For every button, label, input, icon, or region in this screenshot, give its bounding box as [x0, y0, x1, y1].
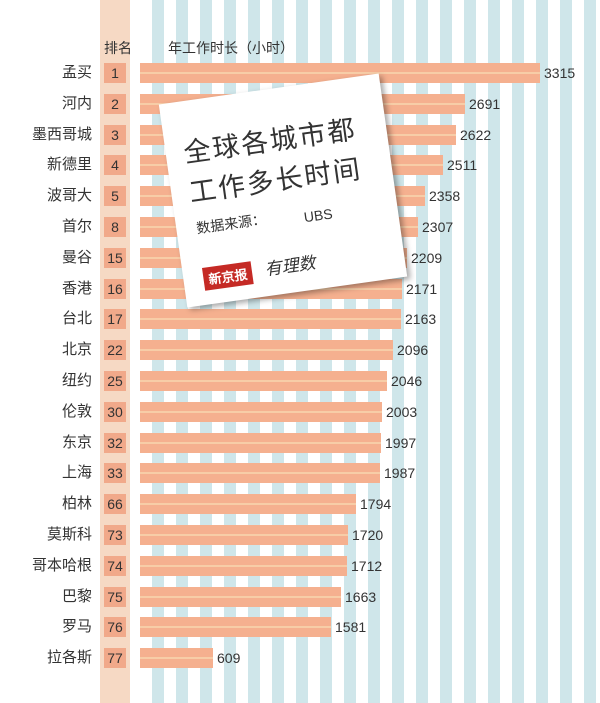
value-label: 609 [217, 650, 241, 666]
value-label: 2003 [386, 404, 418, 420]
background-stripe [512, 0, 524, 703]
value-label: 2358 [429, 188, 461, 204]
category-label: 伦敦 [61, 403, 92, 420]
category-label: 新德里 [46, 156, 92, 173]
category-label: 莫斯科 [46, 526, 92, 543]
bar [140, 556, 347, 576]
rank-label: 73 [104, 525, 126, 545]
value-label: 1997 [385, 435, 417, 451]
rank-label: 16 [104, 279, 126, 299]
rank-label: 75 [104, 587, 126, 607]
category-label: 河内 [61, 95, 92, 112]
rank-label: 5 [104, 186, 126, 206]
hours-axis-label: 年工作时长（小时） [168, 40, 294, 56]
title-card: 全球各城市都 工作多长时间 数据来源： UBS 新京报 有理数 [158, 73, 408, 308]
category-label: 香港 [61, 280, 92, 297]
category-label: 东京 [61, 434, 92, 451]
value-label: 2209 [411, 250, 443, 266]
bar [140, 63, 540, 83]
rank-label: 74 [104, 556, 126, 576]
bar [140, 587, 341, 607]
background-stripe [416, 0, 428, 703]
category-label: 巴黎 [61, 588, 92, 605]
background-stripe [464, 0, 476, 703]
rank-label: 22 [104, 340, 126, 360]
category-label: 首尔 [61, 218, 92, 235]
rank-label: 77 [104, 648, 126, 668]
rank-label: 30 [104, 402, 126, 422]
category-label: 柏林 [61, 495, 92, 512]
value-label: 2622 [460, 127, 492, 143]
bar [140, 402, 382, 422]
value-label: 2163 [405, 311, 437, 327]
category-label: 墨西哥城 [31, 126, 92, 143]
bar [140, 309, 401, 329]
rank-label: 33 [104, 463, 126, 483]
rank-label: 15 [104, 248, 126, 268]
value-label: 2171 [406, 281, 438, 297]
rank-label: 8 [104, 217, 126, 237]
category-label: 台北 [61, 310, 92, 327]
category-label: 孟买 [61, 64, 92, 81]
category-label: 纽约 [61, 372, 92, 389]
newspaper-logo: 新京报 [202, 261, 254, 291]
value-label: 2096 [397, 342, 429, 358]
value-label: 2691 [469, 96, 501, 112]
value-label: 1581 [335, 619, 367, 635]
background-stripe [584, 0, 596, 703]
background-stripe [536, 0, 548, 703]
rank-label: 32 [104, 433, 126, 453]
value-label: 2046 [391, 373, 423, 389]
rank-header: 排名 [104, 40, 132, 56]
column-logo: 有理数 [263, 253, 317, 281]
category-label: 波哥大 [46, 187, 92, 204]
background-stripe [560, 0, 572, 703]
rank-label: 1 [104, 63, 126, 83]
value-label: 1720 [352, 527, 384, 543]
value-label: 3315 [544, 65, 576, 81]
bar [140, 617, 331, 637]
source-label: 数据来源： [195, 210, 267, 237]
rank-label: 66 [104, 494, 126, 514]
source-value: UBS [302, 205, 334, 226]
category-label: 上海 [61, 464, 92, 481]
bar [140, 648, 213, 668]
bar [140, 494, 356, 514]
background-stripe [440, 0, 452, 703]
category-label: 哥本哈根 [31, 557, 92, 574]
rank-label: 76 [104, 617, 126, 637]
bar [140, 525, 348, 545]
background-stripe [488, 0, 500, 703]
bar [140, 433, 381, 453]
rank-label: 17 [104, 309, 126, 329]
category-label: 北京 [61, 341, 92, 358]
value-label: 2511 [447, 157, 478, 173]
rank-label: 3 [104, 125, 126, 145]
category-label: 拉各斯 [46, 649, 92, 666]
value-label: 1987 [384, 465, 416, 481]
bar [140, 463, 380, 483]
value-label: 1794 [360, 496, 392, 512]
category-label: 罗马 [61, 618, 92, 635]
bar [140, 340, 393, 360]
rank-label: 25 [104, 371, 126, 391]
value-label: 2307 [422, 219, 454, 235]
value-label: 1712 [351, 558, 383, 574]
bar [140, 371, 387, 391]
category-label: 曼谷 [61, 249, 92, 266]
value-label: 1663 [345, 589, 377, 605]
rank-label: 4 [104, 155, 126, 175]
rank-label: 2 [104, 94, 126, 114]
background-stripe [392, 0, 404, 703]
